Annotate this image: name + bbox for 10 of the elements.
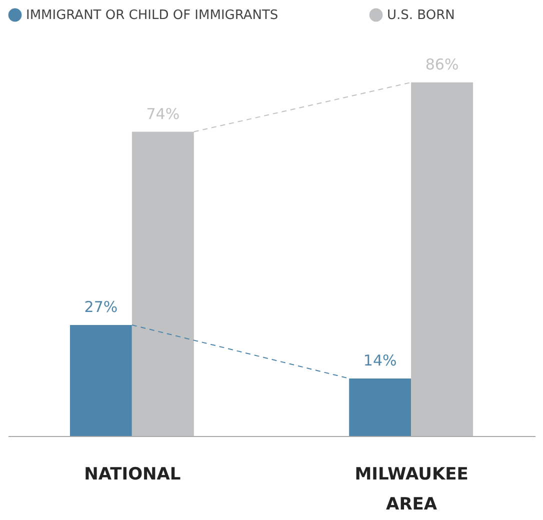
legend-label: U.S. BORN bbox=[387, 8, 455, 23]
bar bbox=[349, 378, 412, 436]
x-tick-label: MILWAUKEE AREA bbox=[354, 464, 468, 514]
x-tick-label: NATIONAL bbox=[84, 464, 181, 484]
bar bbox=[132, 132, 194, 436]
data-label: 74% bbox=[146, 104, 180, 123]
data-label: 14% bbox=[363, 351, 397, 370]
data-label: 86% bbox=[425, 55, 459, 74]
legend-label: IMMIGRANT OR CHILD OF IMMIGRANTS bbox=[26, 8, 278, 23]
data-label: 27% bbox=[84, 298, 118, 316]
